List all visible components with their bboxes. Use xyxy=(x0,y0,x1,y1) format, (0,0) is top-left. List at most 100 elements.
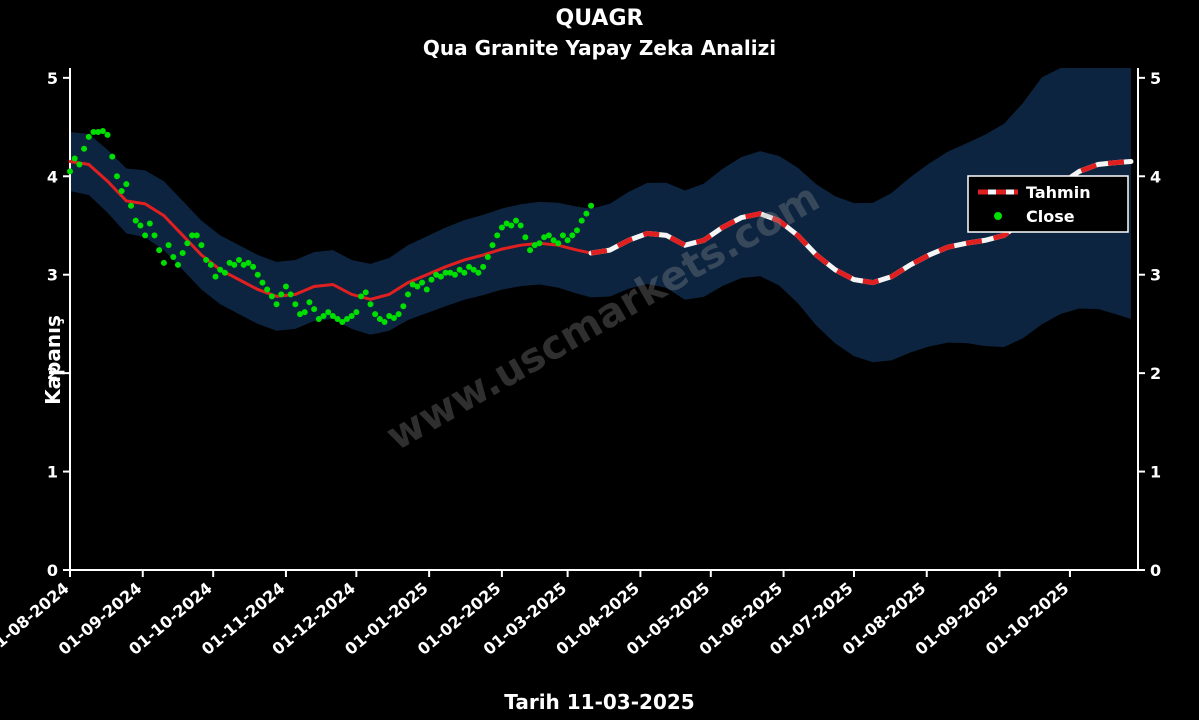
close-point xyxy=(490,242,496,248)
close-point xyxy=(400,303,406,309)
close-point xyxy=(588,203,594,209)
close-point xyxy=(527,247,533,253)
close-point xyxy=(560,232,566,238)
close-point xyxy=(438,274,444,280)
close-point xyxy=(76,161,82,167)
close-point xyxy=(306,299,312,305)
close-point xyxy=(311,306,317,312)
ytick-label: 4 xyxy=(47,167,58,186)
ytick-label: 0 xyxy=(47,561,58,580)
chart-container: QUAGR Qua Granite Yapay Zeka Analizi Kap… xyxy=(0,0,1199,720)
close-point xyxy=(353,309,359,315)
ytick-label: 5 xyxy=(1150,69,1161,88)
close-point xyxy=(156,247,162,253)
close-point xyxy=(414,284,420,290)
ytick-label: 0 xyxy=(1150,561,1161,580)
ytick-label: 2 xyxy=(1150,364,1161,383)
ytick-label: 4 xyxy=(1150,167,1161,186)
close-point xyxy=(198,242,204,248)
close-point xyxy=(292,301,298,307)
close-point xyxy=(391,315,397,321)
close-point xyxy=(208,262,214,268)
close-point xyxy=(109,154,115,160)
legend-label-close: Close xyxy=(1026,207,1075,226)
close-point xyxy=(288,291,294,297)
close-point xyxy=(372,311,378,317)
close-point xyxy=(231,262,237,268)
close-point xyxy=(518,222,524,228)
ytick-label: 3 xyxy=(1150,266,1161,285)
close-point xyxy=(147,221,153,227)
close-point xyxy=(419,280,425,286)
close-point xyxy=(396,311,402,317)
close-point xyxy=(100,128,106,134)
close-point xyxy=(166,242,172,248)
ytick-label: 1 xyxy=(47,463,58,482)
close-point xyxy=(161,260,167,266)
close-point xyxy=(255,272,261,278)
ytick-label: 5 xyxy=(47,69,58,88)
close-point xyxy=(170,254,176,260)
close-point xyxy=(579,218,585,224)
close-point xyxy=(363,289,369,295)
close-point xyxy=(245,260,251,266)
close-point xyxy=(123,181,129,187)
close-point xyxy=(81,146,87,152)
close-point xyxy=(269,293,275,299)
close-point xyxy=(358,293,364,299)
close-point xyxy=(203,257,209,263)
close-point xyxy=(424,286,430,292)
close-point xyxy=(461,270,467,276)
ytick-label: 1 xyxy=(1150,463,1161,482)
close-point xyxy=(213,274,219,280)
close-point xyxy=(494,232,500,238)
close-point xyxy=(67,168,73,174)
close-point xyxy=(555,240,561,246)
close-point xyxy=(114,173,120,179)
legend-swatch-close xyxy=(994,212,1002,220)
close-point xyxy=(152,232,158,238)
close-point xyxy=(508,222,514,228)
close-point xyxy=(222,270,228,276)
close-point xyxy=(349,313,355,319)
close-point xyxy=(180,250,186,256)
close-point xyxy=(325,309,331,315)
close-point xyxy=(133,218,139,224)
close-point xyxy=(405,291,411,297)
close-point xyxy=(175,262,181,268)
close-point xyxy=(475,270,481,276)
close-point xyxy=(142,232,148,238)
close-point xyxy=(321,313,327,319)
close-point xyxy=(546,232,552,238)
close-point xyxy=(137,222,143,228)
close-point xyxy=(513,218,519,224)
close-point xyxy=(522,234,528,240)
close-point xyxy=(86,134,92,140)
close-point xyxy=(274,301,280,307)
close-point xyxy=(485,254,491,260)
legend-label-tahmin: Tahmin xyxy=(1026,183,1091,202)
close-point xyxy=(536,240,542,246)
close-point xyxy=(480,264,486,270)
close-point xyxy=(250,264,256,270)
close-point xyxy=(382,319,388,325)
close-point xyxy=(119,188,125,194)
close-point xyxy=(367,301,373,307)
close-point xyxy=(194,232,200,238)
close-point xyxy=(452,272,458,278)
close-point xyxy=(428,277,434,283)
ytick-label: 2 xyxy=(47,364,58,383)
close-point xyxy=(302,309,308,315)
close-point xyxy=(236,257,242,263)
close-point xyxy=(184,240,190,246)
chart-svg: 00112233445501-08-202401-09-202401-10-20… xyxy=(0,0,1199,720)
close-point xyxy=(128,203,134,209)
close-point xyxy=(565,237,571,243)
close-point xyxy=(105,132,111,138)
close-point xyxy=(569,232,575,238)
close-point xyxy=(72,156,78,162)
close-point xyxy=(283,284,289,290)
close-point xyxy=(259,280,265,286)
close-point xyxy=(278,291,284,297)
ytick-label: 3 xyxy=(47,266,58,285)
